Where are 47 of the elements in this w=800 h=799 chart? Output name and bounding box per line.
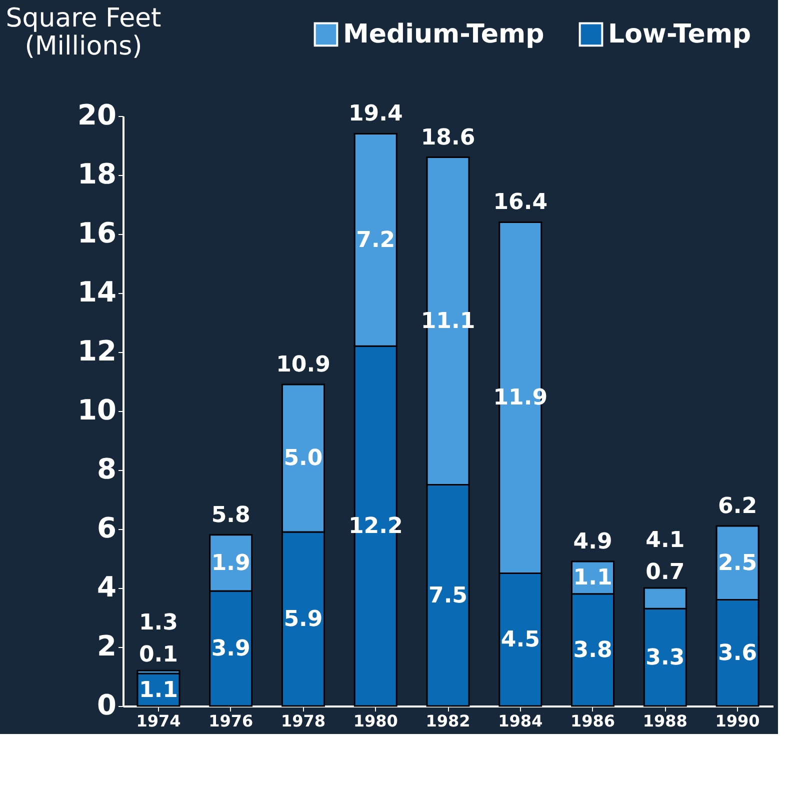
total-label: 19.4 xyxy=(348,102,403,127)
data-label: 3.9 xyxy=(211,636,250,662)
data-label: 7.2 xyxy=(356,228,396,253)
data-label: 0.7 xyxy=(646,560,685,585)
x-tick-label: 1978 xyxy=(280,712,326,730)
x-tick-label: 1980 xyxy=(353,712,398,730)
y-tick-label: 16 xyxy=(78,216,116,250)
y-tick-label: 18 xyxy=(78,158,116,190)
total-label: 1.3 xyxy=(138,610,178,636)
y-tick-label: 20 xyxy=(78,98,116,132)
y-tick-label: 10 xyxy=(78,394,116,426)
y-tick-label: 2 xyxy=(97,630,116,662)
total-label: 18.6 xyxy=(420,125,476,150)
y-tick-label: 14 xyxy=(78,276,116,308)
data-label: 5.9 xyxy=(284,606,323,632)
x-tick-label: 1974 xyxy=(136,712,181,730)
y-tick-label: 6 xyxy=(97,512,116,544)
data-label: 5.0 xyxy=(284,446,323,472)
data-label: 1.1 xyxy=(573,566,612,591)
total-label: 5.8 xyxy=(211,502,250,528)
y-tick-label: 8 xyxy=(97,452,116,486)
data-label: 4.5 xyxy=(500,628,540,653)
total-label: 10.9 xyxy=(276,352,330,378)
legend-label: Low-Temp xyxy=(608,19,752,50)
y-tick-label: 0 xyxy=(97,688,116,722)
data-label: 3.8 xyxy=(573,638,612,663)
x-tick-label: 1988 xyxy=(642,712,688,730)
total-label: 16.4 xyxy=(493,190,548,216)
x-tick-label: 1982 xyxy=(426,712,470,730)
x-tick-label: 1990 xyxy=(715,712,760,730)
data-label: 7.5 xyxy=(428,583,468,608)
y-axis-title: Square Feet (Millions) xyxy=(6,4,162,62)
data-label: 3.6 xyxy=(718,640,758,666)
data-label: 2.5 xyxy=(718,550,758,576)
total-label: 4.1 xyxy=(646,528,685,553)
x-tick-label: 1976 xyxy=(208,712,254,730)
total-label: 6.2 xyxy=(718,494,758,520)
data-label: 1.1 xyxy=(138,678,178,703)
y-tick-label: 12 xyxy=(78,334,116,368)
data-label: 1.9 xyxy=(211,550,250,576)
legend-label: Medium-Temp xyxy=(343,19,544,50)
y-tick-label: 4 xyxy=(97,570,116,604)
x-tick-label: 1986 xyxy=(570,712,616,730)
data-label: 0.1 xyxy=(138,642,178,668)
total-label: 4.9 xyxy=(573,529,612,554)
data-label: 3.3 xyxy=(646,645,685,670)
x-tick-label: 1984 xyxy=(498,712,543,730)
